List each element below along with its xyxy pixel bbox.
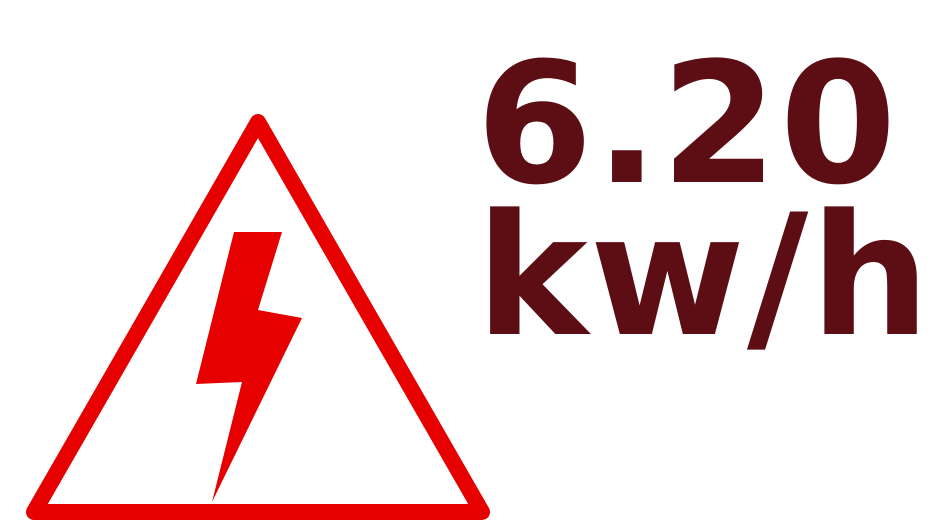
warning-icon <box>26 114 490 520</box>
unit: kw/h <box>476 178 932 374</box>
value: 6.20 <box>476 26 899 222</box>
lightning-bolt <box>196 232 302 502</box>
warning-triangle <box>26 114 490 520</box>
